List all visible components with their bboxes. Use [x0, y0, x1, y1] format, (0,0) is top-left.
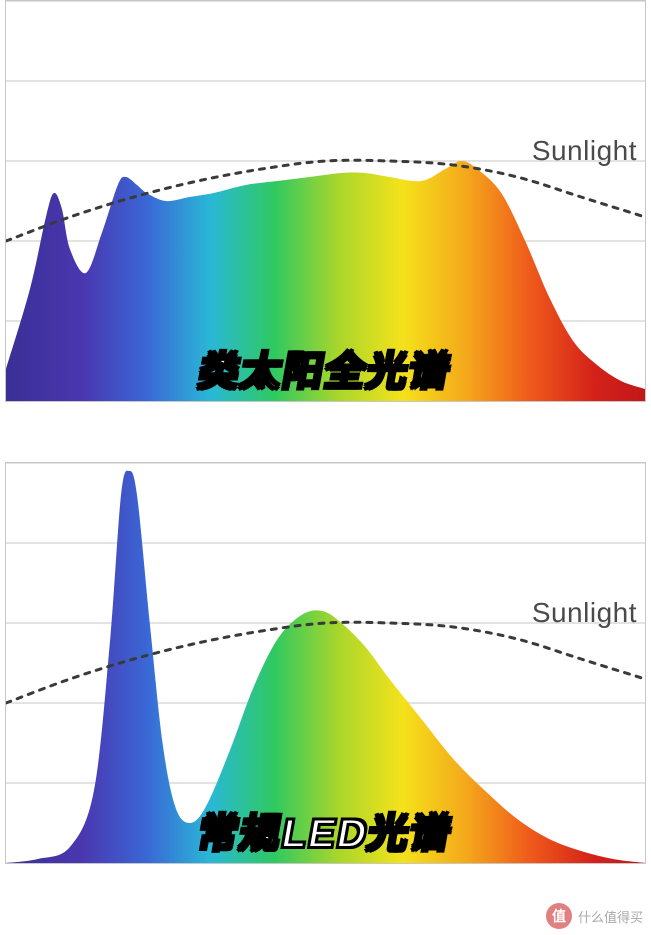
sunlight-label-1: Sunlight [532, 135, 637, 167]
led-spectrum-title: 常规LED光谱 [193, 801, 457, 859]
watermark: 值 什么值得买 [546, 903, 643, 929]
full-spectrum-title: 类太阳全光谱 [194, 339, 456, 397]
watermark-logo-icon: 值 [546, 903, 572, 929]
full-spectrum-chart: Sunlight 类太阳全光谱 [5, 0, 646, 402]
sunlight-label-2: Sunlight [532, 597, 637, 629]
led-spectrum-chart: Sunlight 常规LED光谱 [5, 462, 646, 864]
watermark-text: 什么值得买 [578, 907, 643, 926]
